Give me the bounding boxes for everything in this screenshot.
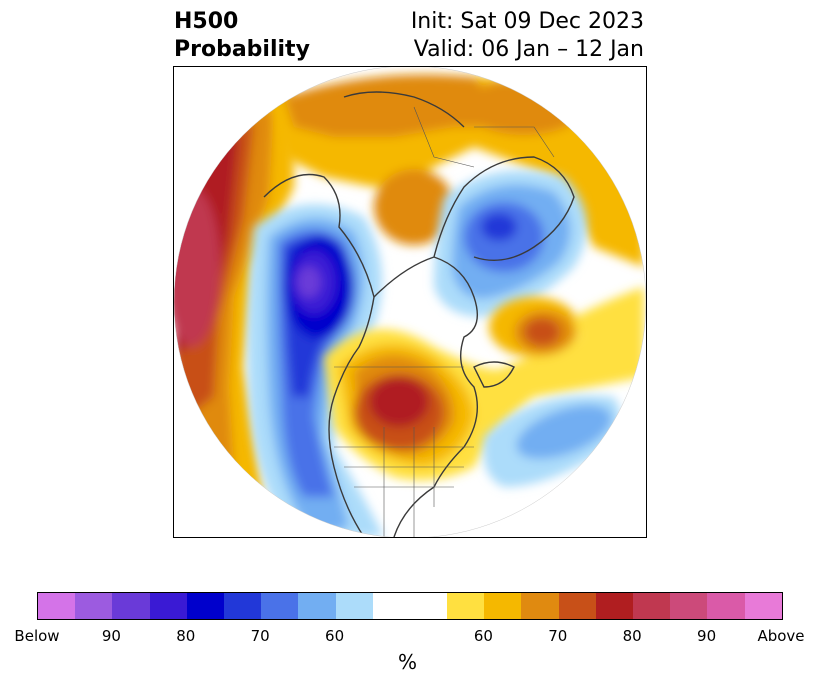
init-date-label: Init: Sat 09 Dec 2023 <box>410 9 644 34</box>
colorbar-tick-label: Below <box>14 627 60 645</box>
arctic-warm-band <box>274 74 644 267</box>
political-borders <box>334 106 555 537</box>
colorbar-tick-label: Above <box>757 627 805 645</box>
colorbar-segment <box>223 593 262 619</box>
colorbar-segment <box>744 593 782 619</box>
colorbar-segment <box>595 593 634 619</box>
probability-colorbar <box>37 592 783 620</box>
colorbar-segment <box>186 593 224 619</box>
colorbar-tick-label: 80 <box>622 627 642 645</box>
map-title-left: H500 Probability <box>174 8 310 64</box>
colorbar-segment <box>670 593 708 619</box>
colorbar-segment <box>335 593 373 619</box>
colorbar-segment <box>372 593 448 619</box>
colorbar-tick-label: 90 <box>101 627 121 645</box>
colorbar-segment <box>521 593 559 619</box>
greenland-cold-anomaly <box>434 170 587 317</box>
colorbar-tick-label: 90 <box>697 627 717 645</box>
colorbar-segment <box>633 593 671 619</box>
product-title: Probability <box>174 37 310 62</box>
colorbar-tick-label: 60 <box>325 627 345 645</box>
colorbar-tick-label: 60 <box>473 627 493 645</box>
colorbar-tick-label: 70 <box>250 627 270 645</box>
western-cold-anomaly <box>247 204 384 537</box>
variable-title: H500 <box>174 9 239 34</box>
colorbar-segment <box>261 593 299 619</box>
colorbar-segment <box>298 593 336 619</box>
coastlines <box>263 91 645 537</box>
colorbar-segment <box>149 593 187 619</box>
colorbar-tick-label: 80 <box>176 627 196 645</box>
colorbar-segment <box>484 593 522 619</box>
colorbar-segment <box>707 593 745 619</box>
atlantic-cold-anomaly <box>483 395 621 487</box>
colorbar-segment <box>38 593 76 619</box>
map-title-right: Init: Sat 09 Dec 2023 Valid: 06 Jan – 12… <box>411 8 644 64</box>
eastern-us-warm-anomaly <box>324 287 644 481</box>
probability-map <box>173 66 647 538</box>
valid-range-label: Valid: 06 Jan – 12 Jan <box>413 37 644 62</box>
map-canvas <box>174 67 646 537</box>
colorbar-segment <box>558 593 596 619</box>
colorbar-tick-label: 70 <box>548 627 568 645</box>
colorbar-segment <box>447 593 485 619</box>
colorbar-segment <box>75 593 113 619</box>
colorbar-segment <box>112 593 150 619</box>
colorbar-unit-label: % <box>398 650 418 674</box>
